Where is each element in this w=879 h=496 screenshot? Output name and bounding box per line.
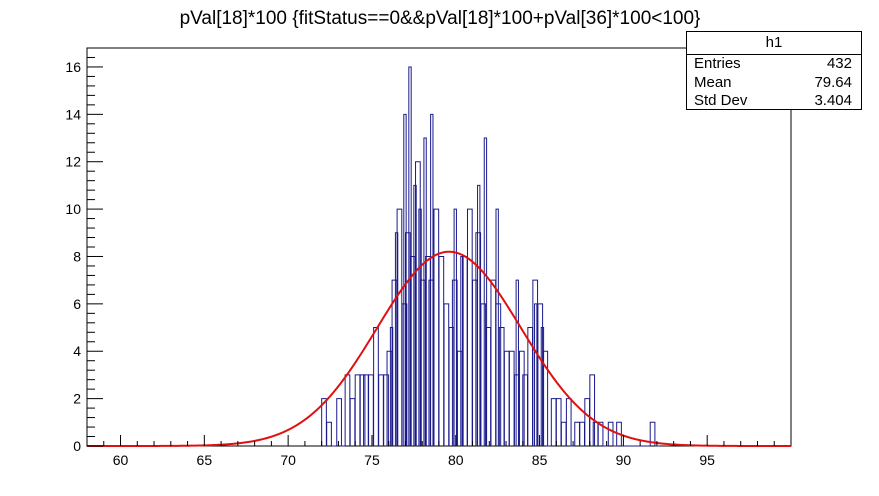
histogram-bin [383,374,389,446]
histogram-spike [515,279,519,446]
histogram-bin [472,279,478,446]
y-tick-label: 10 [65,201,81,217]
x-tick-label: 60 [113,452,129,468]
stats-key: Std Dev [694,92,748,109]
histogram-spike [413,184,417,446]
histogram-spike [430,113,434,446]
stats-row-stddev: Std Dev 3.404 [687,92,861,111]
histogram-spike [477,184,481,446]
histogram-bin [649,421,656,446]
histogram-bin [592,421,599,446]
stats-value: 79.64 [814,73,852,91]
x-tick-label: 95 [699,452,715,468]
stats-row-mean: Mean 79.64 [687,74,861,93]
histogram-bin [378,374,384,446]
histogram-spike [418,208,422,446]
x-axis-ticks: 60 65 70 75 80 85 90 95 [86,435,775,468]
stats-value: 432 [826,55,852,72]
histogram-bin [498,327,505,446]
x-tick-label: 75 [364,452,380,468]
histogram-bin [344,374,351,446]
histogram-spike [453,208,457,446]
histogram-bin [401,303,408,446]
x-tick-label: 70 [280,452,296,468]
y-tick-label: 4 [73,343,81,359]
x-tick-label: 90 [616,452,632,468]
histogram-spike [495,208,499,446]
histogram-bin [354,374,361,446]
histogram-bin [574,421,580,446]
histogram-bin [438,255,445,446]
histogram-bin [336,398,342,446]
histogram-bin [373,327,379,446]
y-tick-label: 0 [73,438,81,454]
stats-box-title: h1 [687,32,861,55]
histogram-bin [550,398,557,446]
histogram-spike [408,66,412,446]
histogram-bin [579,421,585,446]
x-tick-label: 85 [532,452,548,468]
histogram-bin [508,350,515,446]
histogram-bars [321,66,660,447]
histogram-bin [542,350,549,446]
stats-key: Entries [694,55,741,72]
histogram-bin [555,398,562,446]
histogram-spike [394,232,399,446]
y-tick-label: 8 [73,248,81,264]
y-tick-label: 6 [73,296,81,312]
histogram-bin [560,421,567,446]
histogram-spike [460,255,464,446]
y-axis-ticks: 0 2 4 6 8 10 12 14 16 [65,56,103,454]
histogram-bin [589,374,596,446]
chart-title: pVal[18]*100 {fitStatus==0&&pVal[18]*100… [180,8,701,29]
histogram-bin [607,421,614,446]
histogram-bin [386,350,393,446]
histogram-bin [456,350,463,446]
y-tick-label: 2 [73,391,81,407]
stats-value: 3.404 [814,92,852,109]
y-tick-label: 16 [65,59,81,75]
histogram-bin [368,374,374,446]
stats-key: Mean [694,73,732,91]
histogram-spike [483,137,488,446]
histogram-spike [403,113,407,446]
y-tick-label: 14 [65,106,81,122]
histogram-bin [466,208,473,446]
histogram-spike [540,327,545,446]
histogram-bin [518,350,525,446]
histogram-bin [349,398,356,446]
histogram-bin [490,279,497,446]
stats-row-entries: Entries 432 [687,55,861,74]
x-tick-label: 80 [448,452,464,468]
histogram-bin [503,350,510,446]
x-tick-label: 65 [197,452,213,468]
histogram-bin [537,303,544,446]
histogram-bin [522,374,529,446]
stats-box: h1 Entries 432 Mean 79.64 Std Dev 3.404 [686,31,862,110]
histogram-bin [480,303,487,446]
histogram-bin [326,421,332,446]
histogram-spike [389,327,394,446]
histogram-bin [443,303,450,446]
histogram-bin [363,374,369,446]
histogram-spike [423,137,427,446]
histogram-bin [433,208,440,446]
histogram-bin [448,327,455,446]
y-tick-label: 12 [65,154,81,170]
histogram-bin [584,398,591,446]
histogram-bin [597,421,604,446]
histogram-bin [565,398,572,446]
histogram-spike [534,303,538,446]
histogram-bin [359,374,366,446]
